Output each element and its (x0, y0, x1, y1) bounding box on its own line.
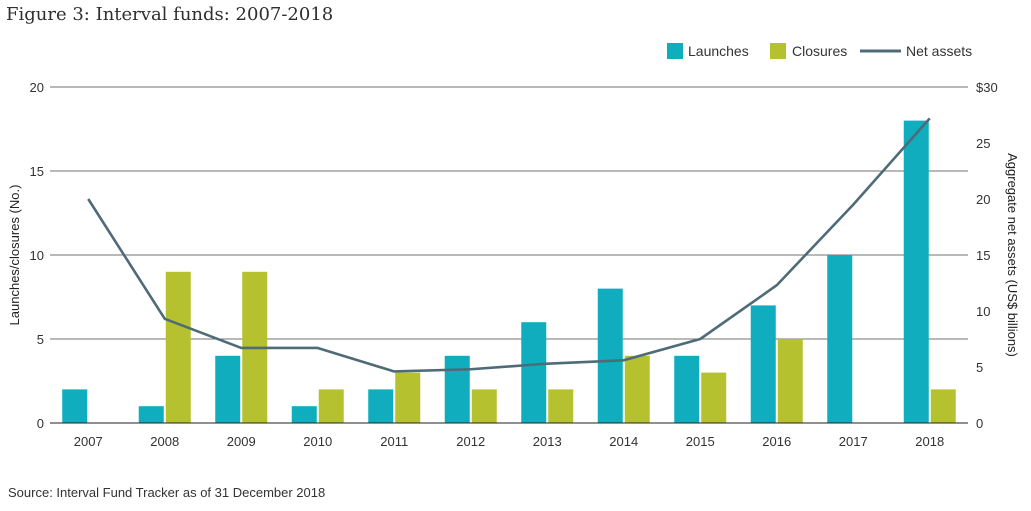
bar-closures-2012 (471, 389, 497, 423)
bar-launches-2008 (138, 406, 164, 423)
x-tick-label: 2016 (762, 434, 791, 449)
y-tick-label: 15 (30, 164, 44, 179)
x-tick-label: 2009 (227, 434, 256, 449)
x-tick-label: 2012 (456, 434, 485, 449)
x-tick-label: 2015 (686, 434, 715, 449)
legend-label-closures: Closures (792, 43, 847, 59)
legend: Launches Closures Net assets (667, 43, 972, 59)
chart-title: Figure 3: Interval funds: 2007-2018 (6, 4, 334, 25)
x-tick-label: 2011 (380, 434, 408, 449)
bar-launches-2011 (368, 389, 394, 423)
y-tick-label: 20 (30, 80, 44, 95)
bar-launches-2007 (62, 389, 88, 423)
bar-launches-2014 (597, 288, 623, 423)
bar-closures-2008 (165, 271, 191, 423)
bar-closures-2013 (548, 389, 574, 423)
bar-closures-2018 (930, 389, 956, 423)
bar-launches-2016 (750, 305, 776, 423)
x-tick-label: 2010 (303, 434, 332, 449)
bar-closures-2016 (777, 339, 803, 423)
gridlines (50, 86, 968, 340)
bar-launches-2015 (674, 355, 700, 423)
bar-closures-2014 (624, 355, 650, 423)
bar-launches-2010 (291, 406, 317, 423)
bar-launches-2018 (903, 120, 929, 423)
y2-tick-label: 20 (976, 192, 990, 207)
bar-closures-2015 (701, 372, 727, 423)
y-tick-label: 5 (37, 332, 44, 347)
bar-closures-2011 (395, 372, 421, 423)
bars (62, 120, 956, 423)
x-tick-label: 2013 (533, 434, 562, 449)
bar-launches-2013 (521, 322, 547, 423)
legend-swatch-closures (770, 43, 786, 59)
net-assets-line (87, 117, 931, 373)
y2-tick-label: $30 (976, 80, 998, 95)
x-tick-label: 2014 (609, 434, 638, 449)
y2-axis-title: Aggregate net assets (US$ billions) (1005, 153, 1020, 357)
bar-launches-2012 (444, 355, 470, 423)
x-tick-label: 2008 (150, 434, 179, 449)
y-tick-label: 0 (37, 416, 44, 431)
bar-closures-2010 (318, 389, 344, 423)
source-note: Source: Interval Fund Tracker as of 31 D… (8, 485, 326, 500)
legend-label-launches: Launches (688, 43, 749, 59)
x-tick-label: 2017 (839, 434, 868, 449)
y-tick-label: 10 (30, 248, 44, 263)
y2-tick-label: 0 (976, 416, 983, 431)
x-tick-label: 2018 (915, 434, 944, 449)
legend-swatch-launches (667, 43, 683, 59)
bar-launches-2009 (215, 355, 241, 423)
y2-tick-label: 25 (976, 136, 990, 151)
bar-launches-2017 (827, 255, 853, 423)
x-tick-label: 2007 (74, 434, 103, 449)
axes: 0 5 10 15 20 0 5 10 15 20 25 $30 2007 2008 2009 2010 201… (30, 80, 998, 449)
y2-tick-label: 5 (976, 360, 983, 375)
y2-tick-label: 10 (976, 304, 990, 319)
chart-canvas: 0 5 10 15 20 0 5 10 15 20 25 $30 2007 2008 2009 2010 201… (7, 43, 1020, 449)
y2-tick-label: 15 (976, 248, 990, 263)
legend-label-net-assets: Net assets (906, 43, 972, 59)
y-axis-title: Launches/closures (No.) (7, 185, 22, 326)
line-net-assets (87, 117, 931, 373)
